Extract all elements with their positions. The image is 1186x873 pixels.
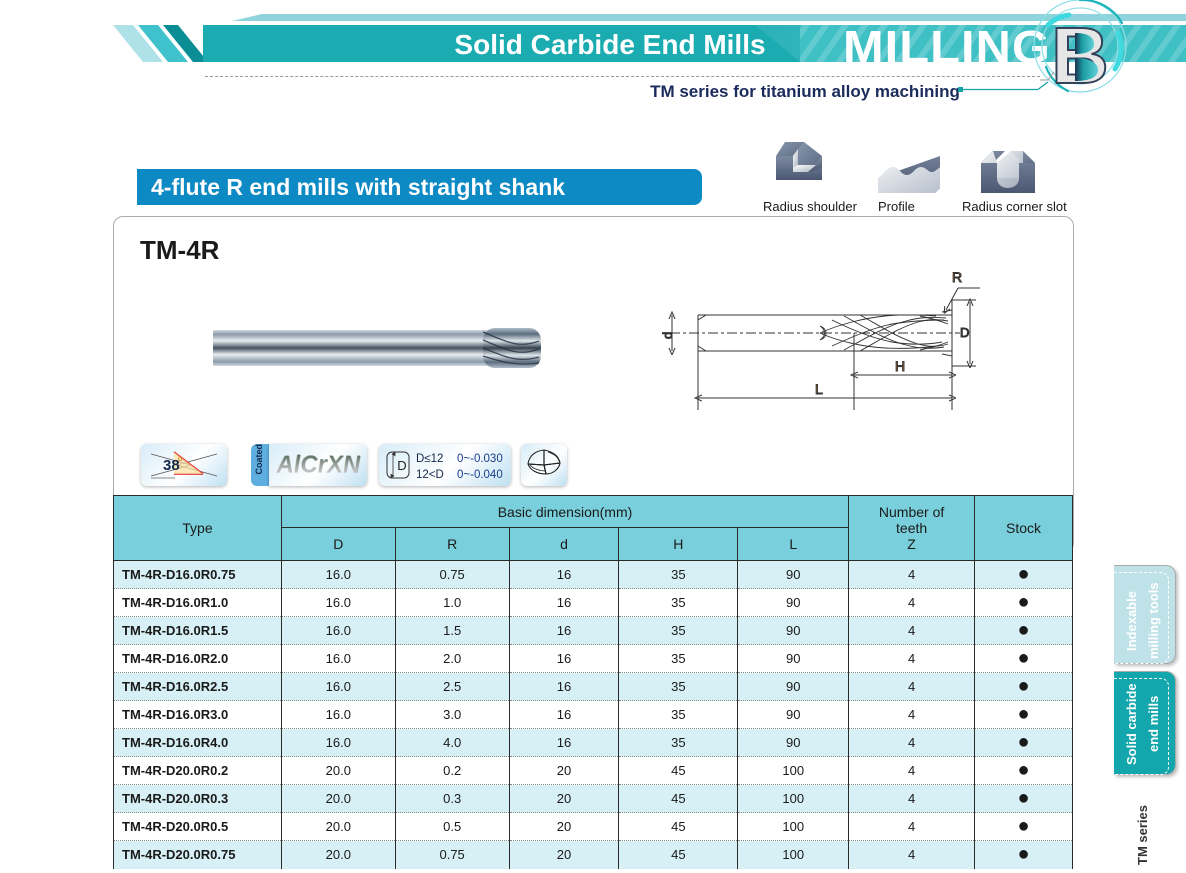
svg-text:d: d	[660, 332, 675, 339]
svg-text:L: L	[815, 381, 823, 397]
svg-text:R: R	[952, 269, 962, 285]
svg-text:D: D	[397, 458, 406, 473]
svg-text:12<D: 12<D	[416, 469, 444, 481]
svg-text:H: H	[895, 358, 905, 374]
svg-text:D≤12: D≤12	[416, 453, 443, 465]
svg-text:0~-0.040: 0~-0.040	[457, 469, 503, 481]
svg-text:0~-0.030: 0~-0.030	[457, 453, 503, 465]
svg-text:D: D	[960, 325, 969, 340]
svg-text:o: o	[178, 454, 183, 463]
